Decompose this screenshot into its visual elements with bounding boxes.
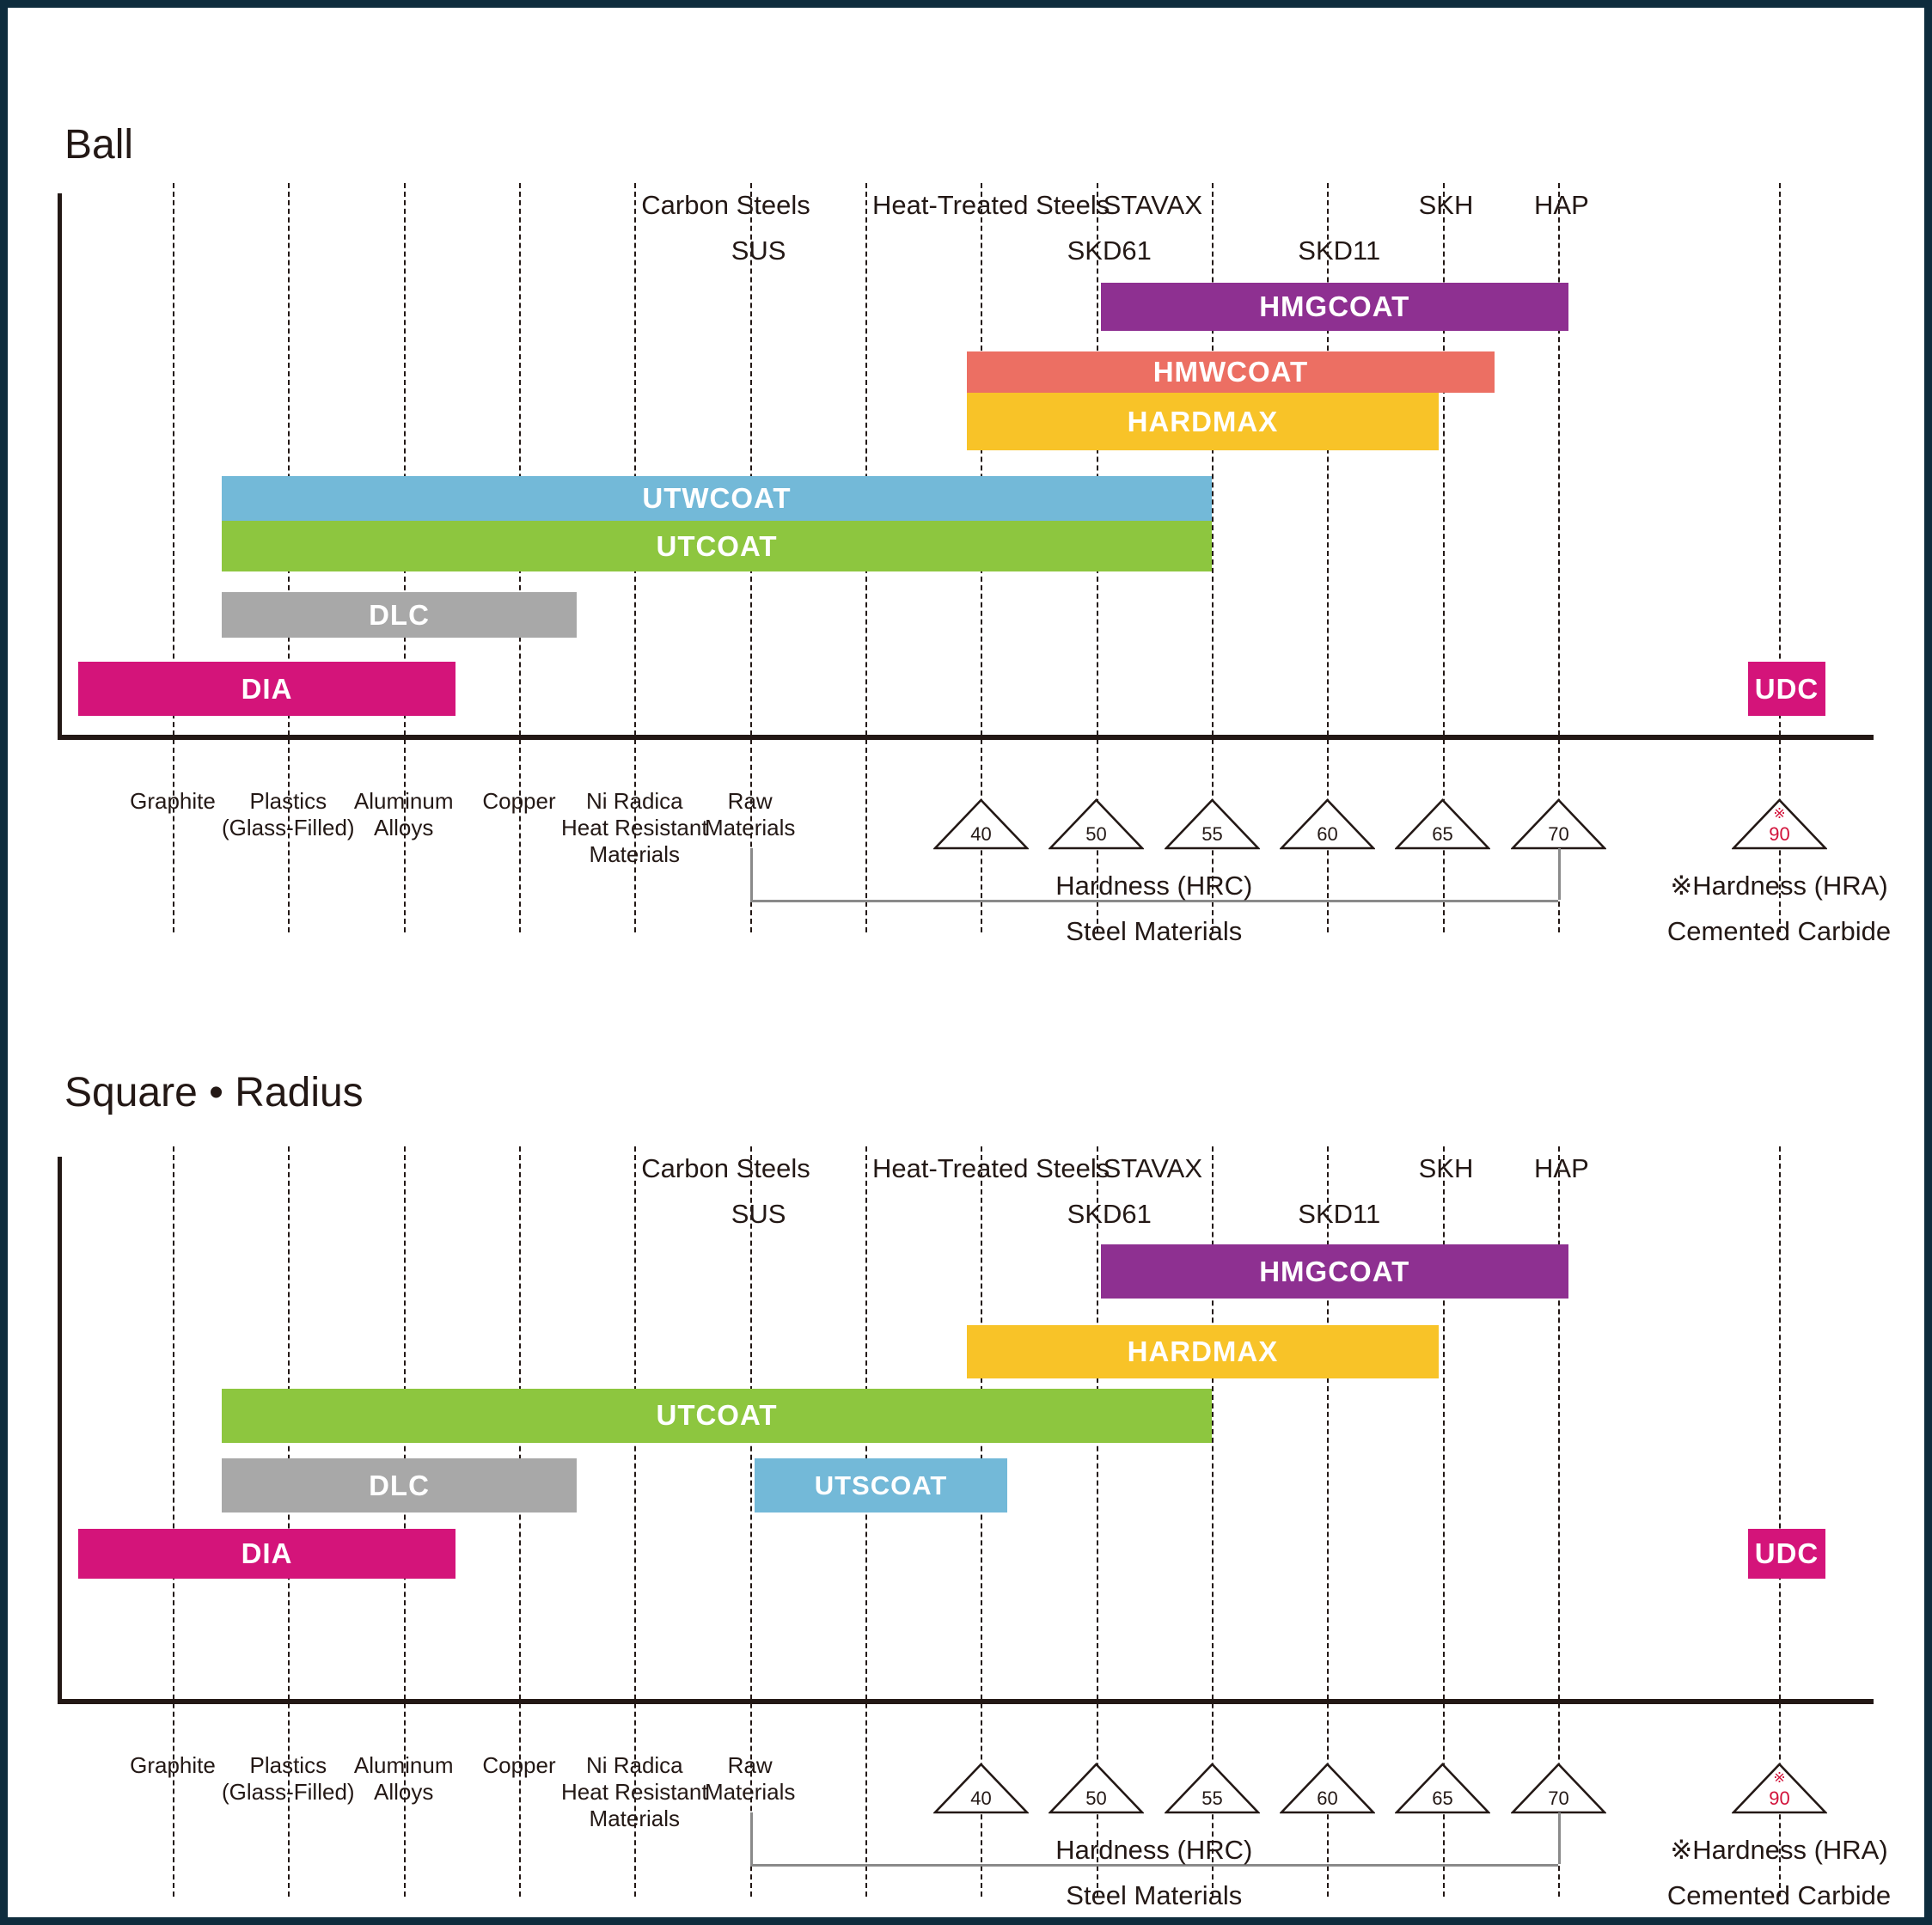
svg-text:70: 70	[1548, 1788, 1568, 1809]
svg-text:90: 90	[1769, 1788, 1789, 1809]
svg-text:65: 65	[1432, 823, 1452, 845]
svg-text:65: 65	[1432, 1788, 1452, 1809]
svg-text:60: 60	[1317, 823, 1337, 845]
svg-text:40: 40	[970, 823, 991, 845]
svg-text:70: 70	[1548, 823, 1568, 845]
svg-text:40: 40	[970, 1788, 991, 1809]
svg-text:※: ※	[1773, 1769, 1785, 1786]
svg-text:55: 55	[1201, 823, 1222, 845]
svg-text:90: 90	[1769, 823, 1789, 845]
svg-text:50: 50	[1085, 1788, 1106, 1809]
svg-text:55: 55	[1201, 1788, 1222, 1809]
svg-text:60: 60	[1317, 1788, 1337, 1809]
svg-text:50: 50	[1085, 823, 1106, 845]
svg-text:※: ※	[1773, 805, 1785, 822]
